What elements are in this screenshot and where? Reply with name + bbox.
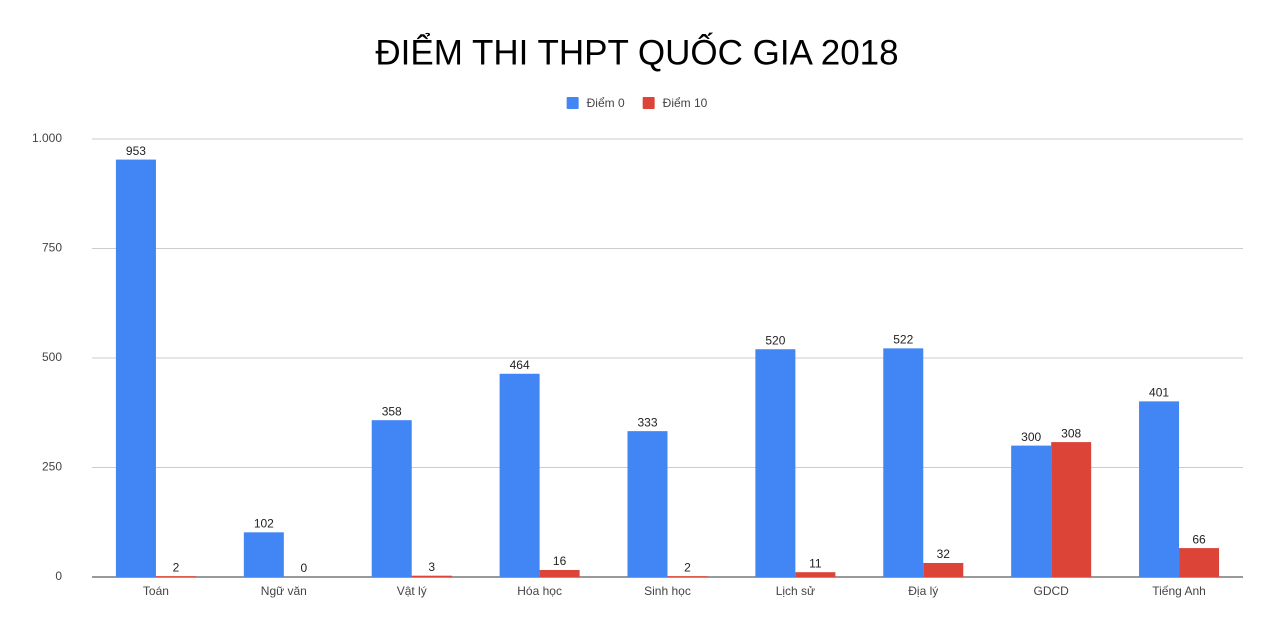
bar bbox=[755, 349, 796, 577]
data-label: 2 bbox=[173, 560, 180, 574]
x-tick-label: GDCD bbox=[1033, 584, 1069, 598]
bar bbox=[371, 420, 412, 577]
data-label: 2 bbox=[684, 560, 691, 574]
data-label: 358 bbox=[382, 404, 402, 418]
legend-label: Điểm 0 bbox=[587, 96, 625, 110]
data-label: 102 bbox=[254, 516, 274, 530]
bar bbox=[667, 576, 708, 577]
bar bbox=[1139, 401, 1180, 577]
bar bbox=[411, 575, 452, 577]
y-tick-label: 500 bbox=[42, 350, 62, 364]
bar bbox=[923, 562, 964, 577]
data-label: 401 bbox=[1149, 386, 1169, 400]
data-label: 16 bbox=[553, 554, 567, 568]
x-tick-label: Tiếng Anh bbox=[1152, 584, 1206, 598]
data-label: 520 bbox=[765, 333, 785, 347]
y-tick-label: 0 bbox=[55, 569, 62, 583]
legend-swatch bbox=[566, 97, 579, 109]
data-label: 11 bbox=[809, 556, 822, 570]
bar bbox=[883, 348, 924, 577]
x-tick-label: Địa lý bbox=[908, 584, 938, 598]
y-tick-label: 1.000 bbox=[32, 131, 62, 145]
bar bbox=[795, 572, 836, 577]
chart-title: ĐIỂM THI THPT QUỐC GIA 2018 bbox=[375, 32, 898, 72]
data-label: 3 bbox=[428, 560, 435, 574]
bar bbox=[1179, 548, 1220, 577]
legend-label: Điểm 10 bbox=[663, 96, 708, 110]
bar bbox=[499, 373, 540, 577]
bar bbox=[243, 532, 284, 577]
x-tick-label: Ngữ văn bbox=[261, 584, 307, 598]
x-tick-label: Sinh học bbox=[644, 584, 691, 598]
y-tick-label: 750 bbox=[42, 241, 62, 255]
data-label: 464 bbox=[510, 358, 530, 372]
x-tick-label: Hóa học bbox=[517, 584, 562, 598]
data-label: 66 bbox=[1192, 532, 1206, 546]
x-tick-label: Lịch sử bbox=[776, 584, 815, 598]
data-label: 953 bbox=[126, 144, 146, 158]
x-tick-label: Vật lý bbox=[397, 584, 427, 598]
y-tick-label: 250 bbox=[42, 460, 62, 474]
bar bbox=[155, 576, 196, 577]
data-label: 300 bbox=[1021, 430, 1041, 444]
bar bbox=[1011, 445, 1052, 577]
data-label: 0 bbox=[300, 561, 307, 575]
bar bbox=[115, 159, 156, 577]
bar bbox=[1051, 442, 1092, 577]
data-label: 308 bbox=[1061, 426, 1081, 440]
data-label: 522 bbox=[893, 333, 913, 347]
data-label: 333 bbox=[637, 415, 657, 429]
data-label: 32 bbox=[937, 547, 951, 561]
x-tick-label: Toán bbox=[143, 584, 169, 598]
bar bbox=[627, 431, 668, 577]
bar bbox=[539, 569, 580, 577]
legend-swatch bbox=[642, 97, 655, 109]
